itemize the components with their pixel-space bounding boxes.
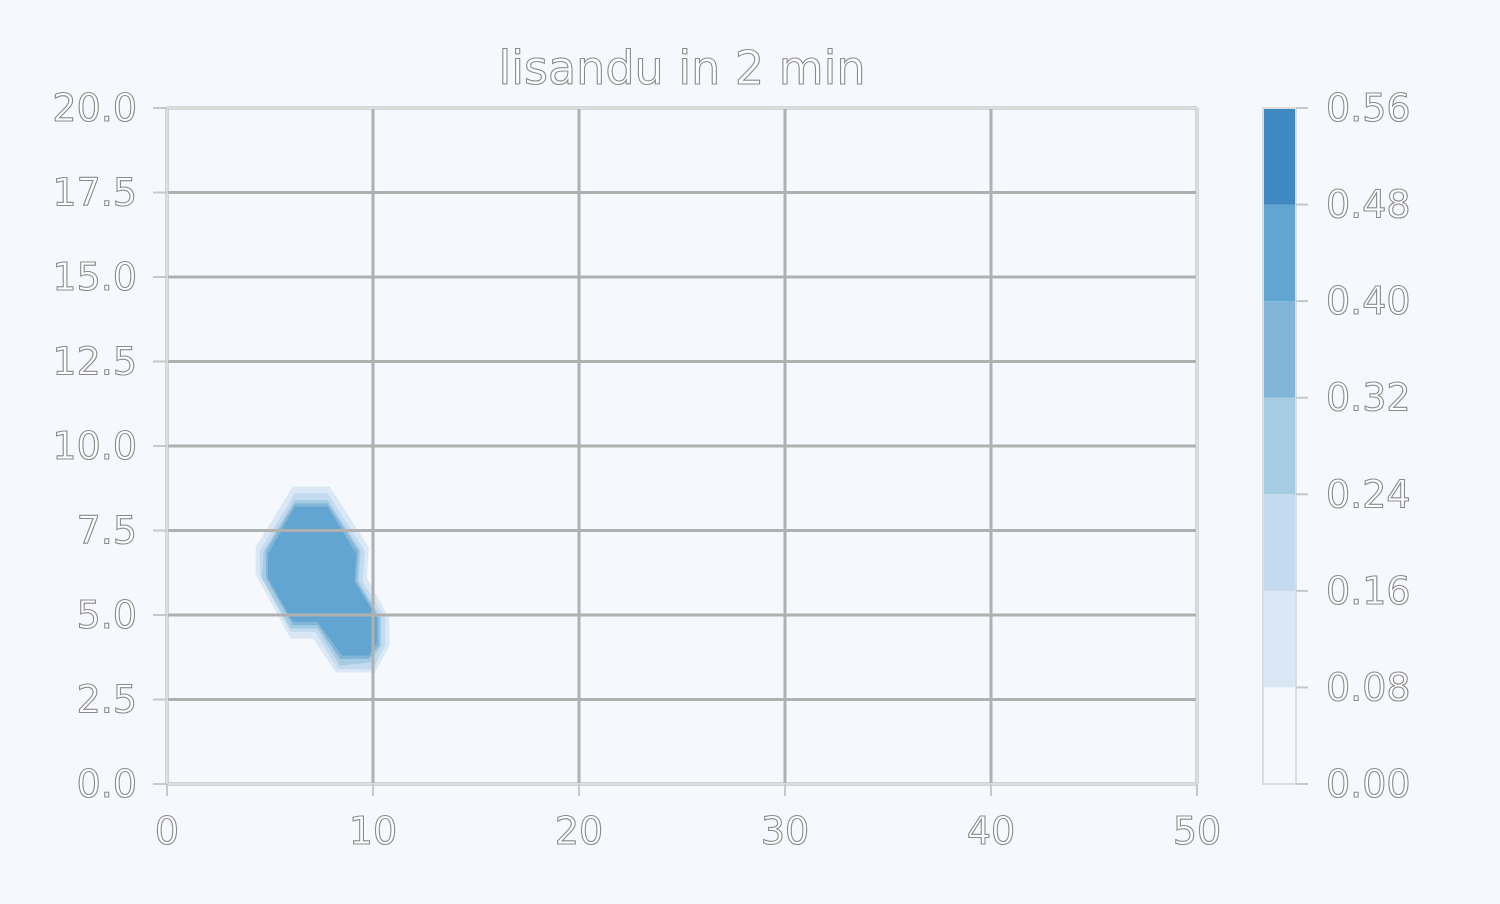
colorbar-band-0 [1263, 687, 1296, 784]
colorbar-band-6 [1263, 108, 1296, 205]
colorbar-tick-label-1: 0.08 [1326, 665, 1411, 709]
colorbar-tick-label-6: 0.48 [1326, 183, 1411, 227]
x-tick-label-3: 30 [761, 809, 809, 853]
x-tick-label-5: 50 [1173, 809, 1221, 853]
contour-regions [255, 486, 390, 673]
y-tick-label-3: 7.5 [77, 509, 137, 553]
x-tick-label-4: 40 [967, 809, 1015, 853]
y-tick-label-0: 0.0 [77, 762, 137, 806]
x-tick-label-2: 20 [555, 809, 603, 853]
colorbar-tick-label-2: 0.16 [1326, 569, 1411, 613]
y-tick-label-8: 20.0 [52, 86, 137, 130]
colorbar-band-1 [1263, 590, 1296, 688]
colorbar-band-5 [1263, 204, 1296, 302]
colorbar-band-4 [1263, 301, 1296, 398]
colorbar-tick-label-7: 0.56 [1326, 86, 1411, 130]
colorbar-tick-label-4: 0.32 [1326, 376, 1411, 420]
contour-region-4 [267, 506, 378, 656]
colorbar-tick-label-3: 0.24 [1326, 472, 1411, 516]
y-tick-label-2: 5.0 [77, 593, 137, 637]
x-axis: 0 10 20 30 40 50 [154, 784, 1222, 854]
colorbar-band-3 [1263, 397, 1296, 495]
y-tick-label-7: 17.5 [52, 171, 137, 215]
y-tick-label-6: 15.0 [52, 255, 137, 299]
y-tick-label-4: 10.0 [52, 424, 137, 468]
colorbar-frame [1262, 107, 1297, 785]
x-tick-label-1: 10 [349, 809, 397, 853]
colorbar: 0.00 0.08 0.16 0.24 0.32 0.40 0.48 0.56 [1262, 85, 1411, 807]
y-tick-label-5: 12.5 [52, 340, 137, 384]
colorbar-tick-label-0: 0.00 [1326, 762, 1411, 806]
x-tick-label-0: 0 [155, 809, 179, 853]
y-axis: 0.0 2.5 5.0 7.5 10.0 12.5 15.0 17.5 20.0 [52, 85, 167, 807]
colorbar-band-2 [1263, 494, 1296, 591]
y-tick-label-1: 2.5 [77, 678, 137, 722]
chart-title: lisandu in 2 min [498, 41, 865, 95]
colorbar-tick-label-5: 0.40 [1326, 279, 1411, 323]
